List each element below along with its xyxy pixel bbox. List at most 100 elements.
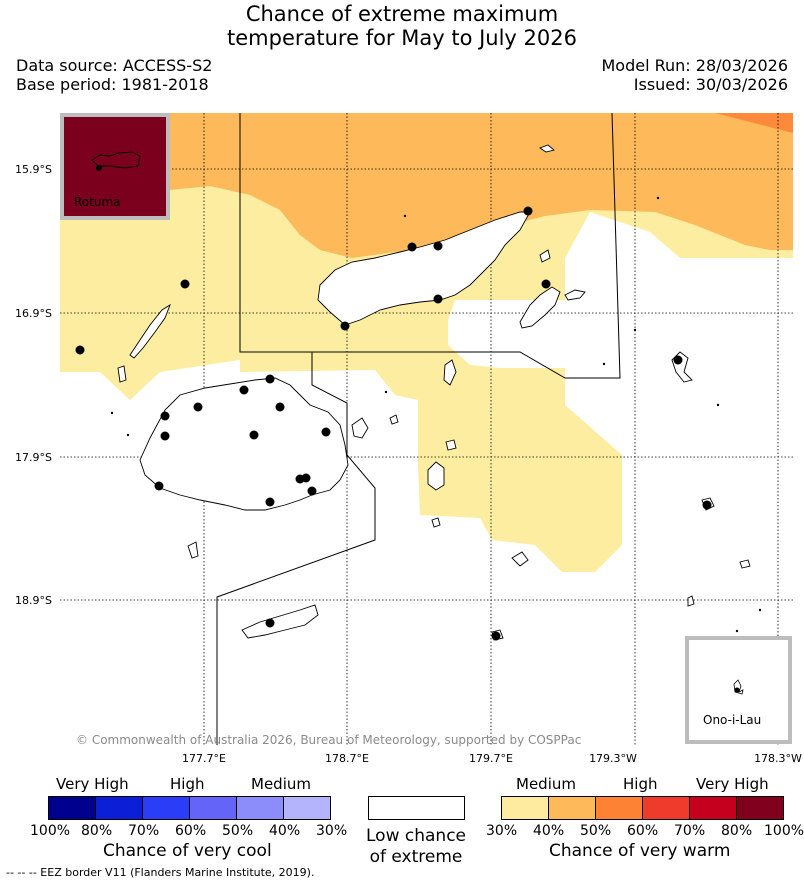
island-yasawa [129,303,171,359]
station-marker[interactable] [321,427,331,437]
map-title: Chance of extreme maximum temperature fo… [0,2,804,50]
islet [126,433,130,437]
station-marker[interactable] [75,345,85,355]
islet [633,328,637,332]
meta-left: Data source: ACCESS-S2 Base period: 1981… [16,56,212,94]
legend-cool-swatch [236,796,284,820]
islet [602,362,606,366]
station-marker[interactable] [160,431,170,441]
title-line-2: temperature for May to July 2026 [227,26,577,50]
inset-rotuma[interactable]: Rotuma [60,113,170,220]
legend-warm-swatch [689,796,737,820]
island-moala [511,551,529,567]
islet [656,196,660,200]
station-marker[interactable] [541,279,551,289]
legend-warm-medium: Medium [516,775,576,793]
footnote-eez: -- -- -- EEZ border V11 (Flanders Marine… [6,866,315,879]
lon-label: 178.7°E [325,752,369,765]
legend-cool-medium: Medium [251,775,311,793]
islet-markers [110,196,762,633]
inset-ono-label: Ono-i-Lau [703,713,761,727]
station-marker[interactable] [702,500,712,510]
legend-warm-swatch [642,796,690,820]
station-marker[interactable] [265,374,275,384]
station-marker[interactable] [96,165,102,171]
island-batiki [445,439,457,451]
legend-cool-tick: 50% [222,823,254,839]
meta-right: Model Run: 28/03/2026 Issued: 30/03/2026 [602,56,789,94]
islet [403,214,407,218]
legend-cool: Very High High Medium [48,775,332,865]
island-rotuma [91,151,141,169]
legend-cool-swatch [189,796,237,820]
lon-label: 179.7°E [469,752,513,765]
legend-cool-swatch [142,796,190,820]
legend-warm-tick: 100% [764,823,804,839]
station-marker[interactable] [180,279,190,289]
station-marker[interactable] [407,242,417,252]
boundary-lines [216,112,621,745]
station-marker[interactable] [239,385,249,395]
island-nairai [389,414,399,425]
legend-cool-high: High [170,775,205,793]
station-marker[interactable] [307,486,317,496]
station-marker[interactable] [265,497,275,507]
station-marker[interactable] [491,631,501,641]
station-marker[interactable] [340,321,350,331]
lon-label: 179.3°W [589,752,637,765]
station-marker[interactable] [433,241,443,251]
legend-warm-tick: 50% [580,823,612,839]
data-source: Data source: ACCESS-S2 [16,56,213,75]
island-ovalau [443,359,457,386]
boundary-north [239,112,621,379]
island-qamea [539,249,551,263]
legend-warm-very-high: Very High [696,775,769,793]
legend-cool-tick: 60% [175,823,207,839]
legend-cool-tick: 100% [30,823,71,839]
island-kadavu [241,604,319,639]
copyright-notice: © Commonwealth of Australia 2026, Bureau… [76,733,581,747]
legend-warm: Medium High Very High [501,775,785,825]
boundary-south [216,352,376,745]
lat-label: 15.9°S [15,163,52,176]
station-marker[interactable] [275,402,285,412]
legend-warm-swatch [501,796,549,820]
station-marker[interactable] [193,402,203,412]
legend-cool-tick: 30% [316,823,348,839]
legend-cool-tick: 40% [269,823,301,839]
station-marker[interactable] [301,473,311,483]
island-ogea [739,559,751,569]
island-rabi [564,289,586,301]
island-north-reef [539,144,555,153]
model-run: Model Run: 28/03/2026 [601,56,789,75]
legend-low-line2: of extreme [369,847,463,867]
legend-cool-tick: 70% [128,823,160,839]
legend-cool-tick: 80% [81,823,113,839]
lon-label: 177.7°E [182,752,226,765]
station-marker[interactable] [734,687,740,693]
legend-warm-swatch [548,796,596,820]
latitude-labels: 15.9°S 16.9°S 17.9°S 18.9°S [15,163,52,607]
legend-warm-tick: 30% [486,823,518,839]
station-marker[interactable] [673,355,683,365]
station-marker[interactable] [433,294,443,304]
station-marker[interactable] [249,430,259,440]
legend-warm-swatch [595,796,643,820]
longitude-labels: 177.7°E 178.7°E 179.7°E 179.3°W 178.3°W [182,752,802,765]
island-gau [351,417,369,439]
legend-cool-swatch [48,796,96,820]
region-high-warm-40 [170,113,793,258]
island-matuku [431,517,441,528]
station-marker[interactable] [523,206,533,216]
legend-low-caption: Low chance of extreme [366,826,466,868]
lat-label: 16.9°S [15,307,52,320]
inset-ono-i-lau[interactable]: Ono-i-Lau [685,636,792,744]
station-marker[interactable] [265,618,275,628]
station-marker[interactable] [154,481,164,491]
legend-warm-tick: 80% [721,823,753,839]
legend-warm-swatch [736,796,784,820]
title-line-1: Chance of extreme maximum [245,2,559,26]
island-mamanuca [117,365,127,383]
station-marker[interactable] [160,411,170,421]
